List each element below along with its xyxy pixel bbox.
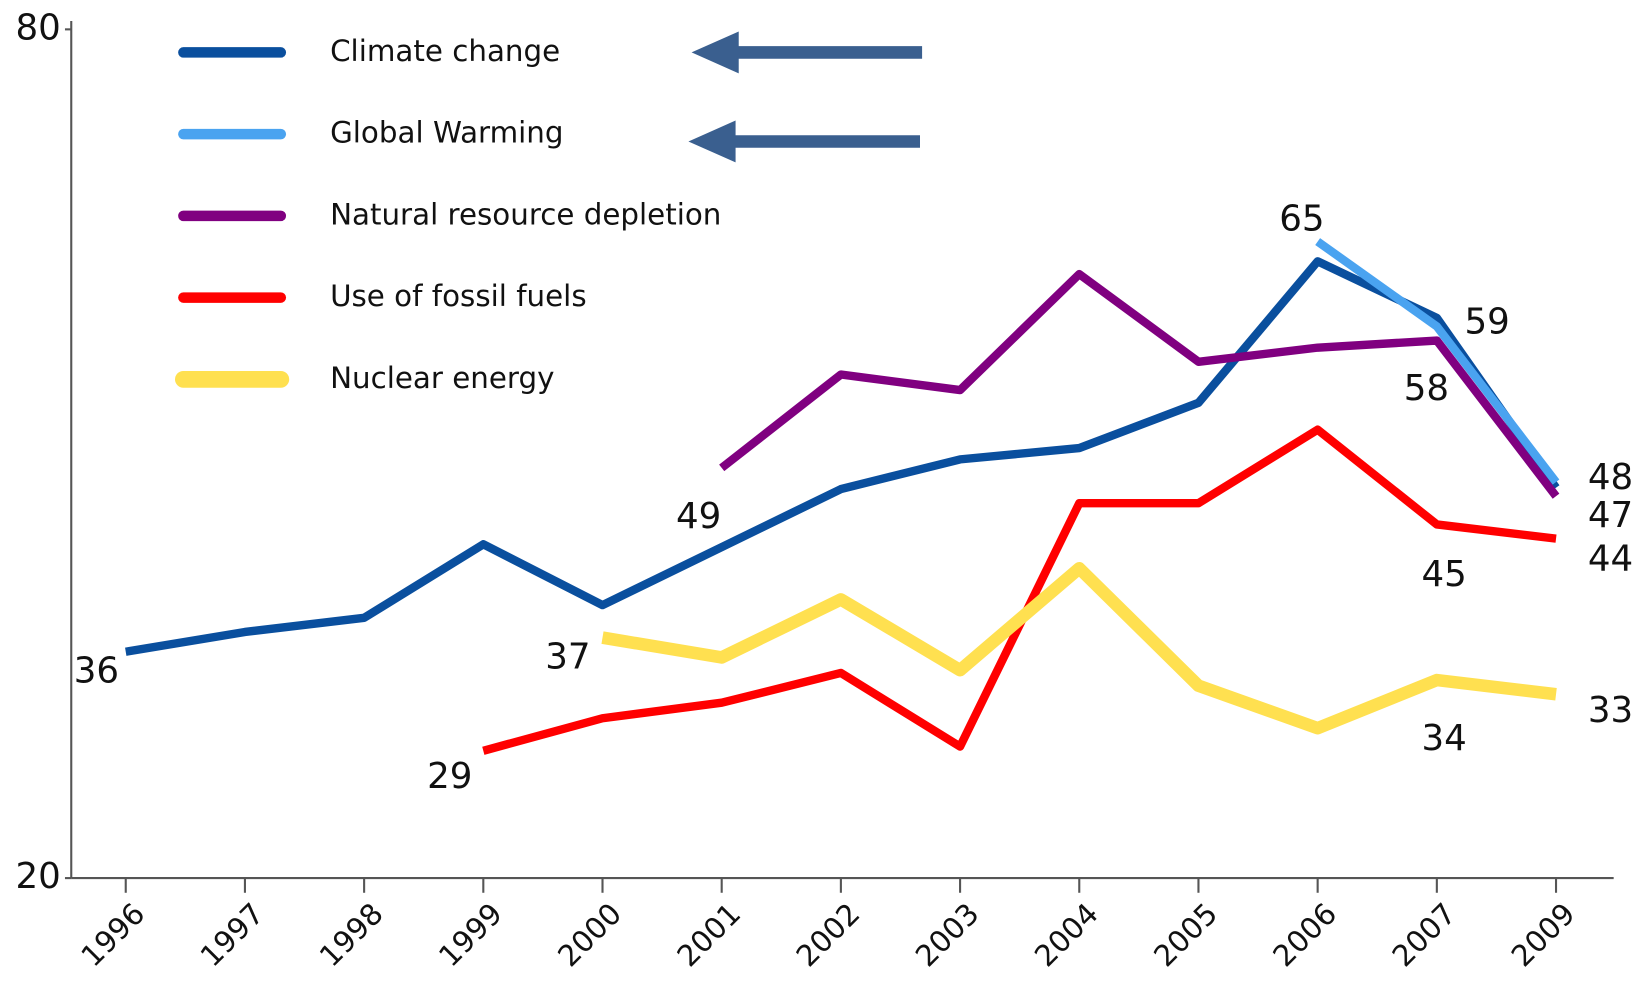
x-tick-label: 2006 [1266, 896, 1343, 973]
data-label: 36 [74, 651, 119, 692]
legend-label: Global Warming [330, 116, 563, 150]
x-tick-label: 2009 [1505, 896, 1582, 973]
data-label: 59 [1464, 301, 1509, 342]
x-tick-label: 1997 [194, 896, 271, 973]
data-label: 33 [1588, 690, 1633, 731]
y-tick-label: 20 [15, 856, 60, 897]
data-label: 29 [427, 756, 472, 797]
series-line [125, 257, 1560, 656]
data-label: 34 [1422, 718, 1467, 759]
data-label: 48 [1588, 457, 1633, 498]
x-tick-label: 2004 [1028, 896, 1105, 973]
data-label: 47 [1588, 495, 1633, 536]
data-label: 58 [1404, 368, 1449, 409]
data-label: 44 [1588, 539, 1633, 580]
legend-label: Climate change [330, 34, 560, 68]
x-tick-label: 1996 [75, 896, 152, 973]
data-label: 45 [1422, 554, 1467, 595]
legend-label: Nuclear energy [330, 361, 554, 395]
x-tick-label: 2001 [671, 896, 748, 973]
legend-label: Use of fossil fuels [330, 279, 587, 313]
arrow [688, 120, 920, 163]
x-tick-label: 1999 [432, 896, 509, 973]
data-label: 37 [545, 637, 590, 678]
x-tick-label: 1998 [313, 896, 390, 973]
data-label: 65 [1279, 199, 1324, 240]
series-line [719, 269, 1560, 499]
x-tick-label: 2002 [790, 896, 867, 973]
x-tick-label: 2005 [1147, 896, 1224, 973]
x-tick-label: 2007 [1386, 896, 1463, 973]
series-line [601, 562, 1557, 735]
data-label: 49 [676, 496, 721, 537]
legend-arrows [688, 31, 923, 163]
x-tick-label: 2003 [909, 896, 986, 973]
series-line [1315, 238, 1560, 485]
legend-label: Natural resource depletion [330, 197, 721, 231]
arrow [691, 31, 923, 74]
x-tick-label: 2000 [551, 896, 628, 973]
y-tick-label: 80 [15, 7, 60, 48]
